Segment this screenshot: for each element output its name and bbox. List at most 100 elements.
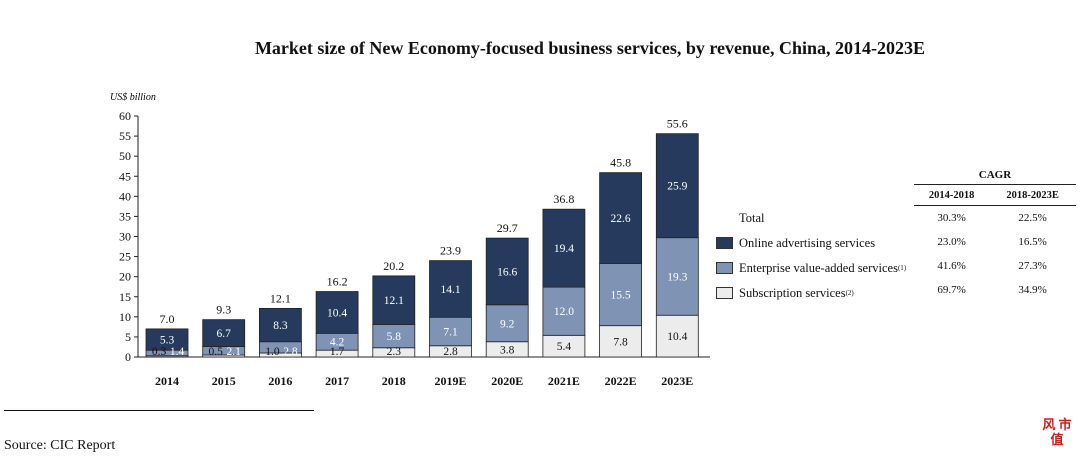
x-tick-label: 2019E xyxy=(434,374,466,388)
cagr-cell: 69.7% xyxy=(937,284,966,296)
bar-segment xyxy=(599,325,642,358)
data-label-total: 9.3 xyxy=(216,303,231,317)
cagr-header: CAGR xyxy=(914,166,1076,185)
legend-total-label: Total xyxy=(739,210,765,225)
data-label-subscription: 0.5 xyxy=(209,346,224,358)
cagr-row-enterprise: 41.6% 27.3% xyxy=(914,254,1076,278)
data-label-online: 8.3 xyxy=(273,320,288,332)
data-label-enterprise: 15.5 xyxy=(611,290,631,302)
x-tick-label: 2022E xyxy=(605,374,637,388)
x-tick-label: 2017 xyxy=(325,374,349,388)
bar-segment xyxy=(542,208,586,288)
data-label-enterprise: 9.2 xyxy=(500,318,515,330)
y-tick-label: 0 xyxy=(125,350,131,364)
bar-segment xyxy=(599,263,642,327)
cagr-cell: 27.3% xyxy=(1018,260,1047,272)
cagr-table: CAGR 2014-2018 2018-2023E 30.3% 22.5% 23… xyxy=(914,166,1076,302)
x-tick-label: 2015 xyxy=(212,374,236,388)
bar-segment xyxy=(599,172,642,264)
data-label-enterprise: 19.3 xyxy=(667,271,687,283)
data-label-enterprise: 2.1 xyxy=(227,346,242,358)
data-label-subscription: 0.3 xyxy=(152,346,167,358)
y-tick-label: 40 xyxy=(119,189,131,203)
y-tick-label: 35 xyxy=(119,209,131,223)
data-label-online: 22.6 xyxy=(611,213,631,225)
cagr-cell: 30.3% xyxy=(937,212,966,224)
legend-total: Total xyxy=(716,209,765,227)
y-tick-label: 15 xyxy=(119,290,131,304)
x-tick-label: 2023E xyxy=(661,374,693,388)
data-label-online: 25.9 xyxy=(667,181,687,193)
cagr-col-2014-2018: 2014-2018 xyxy=(914,184,990,206)
y-tick-label: 60 xyxy=(119,109,131,123)
data-label-online: 19.4 xyxy=(554,243,574,255)
source-note: Source: CIC Report xyxy=(4,438,116,453)
data-label-total: 20.2 xyxy=(383,259,404,273)
cagr-row-online: 23.0% 16.5% xyxy=(914,230,1076,254)
x-tick-label: 2020E xyxy=(491,374,523,388)
legend-swatch-enterprise xyxy=(716,262,733,274)
y-tick-label: 25 xyxy=(119,250,131,264)
y-tick-label: 50 xyxy=(119,149,131,163)
data-label-enterprise: 2.8 xyxy=(283,346,298,358)
data-label-online: 16.6 xyxy=(497,266,517,278)
bar-series xyxy=(145,133,699,358)
data-label-subscription: 5.4 xyxy=(557,341,572,353)
data-label-enterprise: 5.8 xyxy=(387,331,402,343)
y-tick-label: 5 xyxy=(125,330,131,344)
y-axis-label: US$ billion xyxy=(110,92,156,103)
bar-segment xyxy=(145,328,189,351)
legend-subscription-label: Subscription services xyxy=(739,285,846,300)
cagr-col-2018-2023e: 2018-2023E xyxy=(989,184,1076,206)
data-label-online: 5.3 xyxy=(160,335,175,347)
data-label-enterprise: 1.4 xyxy=(170,346,185,358)
data-label-enterprise: 4.2 xyxy=(330,337,345,349)
bar-segment xyxy=(258,307,302,343)
data-label-total: 23.9 xyxy=(440,244,461,258)
y-tick-label: 20 xyxy=(119,270,131,284)
legend-swatch-online xyxy=(716,237,733,249)
cagr-cell: 23.0% xyxy=(937,236,966,248)
data-label-online: 10.4 xyxy=(327,307,347,319)
data-label-subscription: 1.7 xyxy=(330,346,345,358)
x-tick-label: 2016 xyxy=(268,374,292,388)
cagr-cell: 34.9% xyxy=(1018,284,1047,296)
data-label-subscription: 10.4 xyxy=(667,331,687,343)
x-axis: 2014 2015 2016 2017 2018 2019E 2020E 2021E 2022E… xyxy=(155,374,693,388)
bar-segment xyxy=(485,237,529,306)
bar-labels: 0.3 1.45.37.00.5 2.16.79.31.0 2.88.312.11.7… xyxy=(152,117,688,358)
bar-segment xyxy=(485,304,529,343)
bar-segment xyxy=(429,260,472,318)
data-label-online: 14.1 xyxy=(440,284,460,296)
data-label-subscription: 3.8 xyxy=(500,344,515,356)
cagr-cell: 22.5% xyxy=(1018,212,1047,224)
bar-segment xyxy=(202,319,246,347)
legend-subscription-sup: (2) xyxy=(845,289,854,297)
data-label-subscription: 2.8 xyxy=(443,346,458,358)
legend-online-label: Online advertising services xyxy=(739,235,876,250)
legend-enterprise-sup: (1) xyxy=(897,264,907,272)
data-label-total: 55.6 xyxy=(667,117,688,131)
data-label-total: 45.8 xyxy=(610,156,631,170)
y-tick-label: 30 xyxy=(119,230,131,244)
data-label-online: 12.1 xyxy=(384,295,404,307)
data-label-subscription: 1.0 xyxy=(265,346,280,358)
cagr-row-total: 30.3% 22.5% xyxy=(914,206,1076,231)
x-tick-label: 2021E xyxy=(548,374,580,388)
legend-swatch-subscription xyxy=(716,287,733,299)
x-tick-label: 2018 xyxy=(382,374,406,388)
chart-title: Market size of New Economy-focused busin… xyxy=(254,38,926,58)
corner-logo: 风 市值 xyxy=(1042,417,1072,447)
data-label-total: 29.7 xyxy=(497,221,518,235)
bar-segment xyxy=(655,133,699,239)
data-label-total: 7.0 xyxy=(160,312,175,326)
bar-segment xyxy=(429,316,472,347)
bar-segment xyxy=(655,314,699,358)
bar-segment xyxy=(655,237,699,316)
legend-online-advertising: Online advertising services xyxy=(716,234,875,252)
data-label-enterprise: 12.0 xyxy=(554,306,574,318)
data-label-total: 16.2 xyxy=(327,275,348,289)
x-tick-label: 2014 xyxy=(155,374,179,388)
data-label-subscription: 7.8 xyxy=(613,336,628,348)
